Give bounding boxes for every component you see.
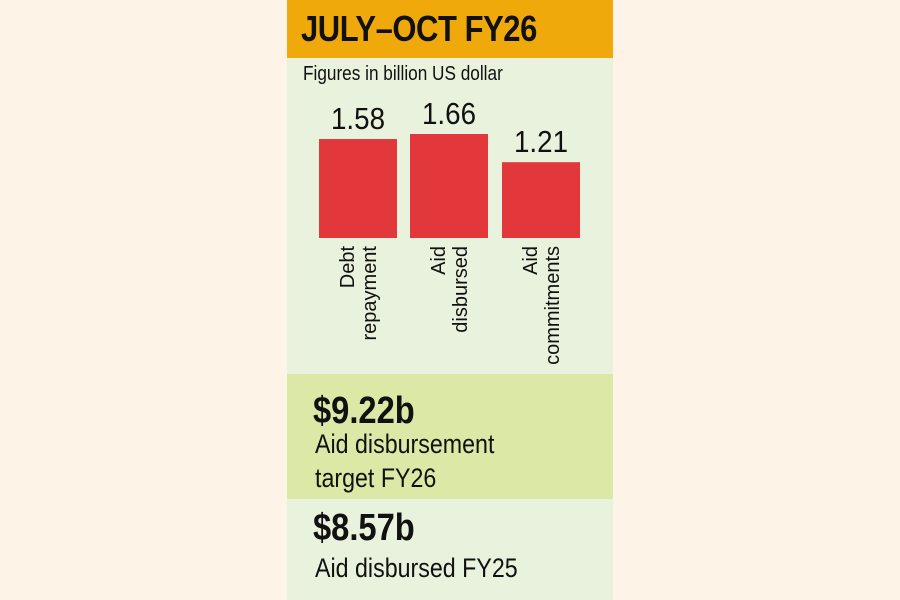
category-label-line: Aid (520, 246, 542, 275)
category-label-line: Debt (337, 246, 359, 289)
category-label-line: repayment (359, 246, 381, 341)
value-label-2: 1.21 (514, 124, 568, 159)
stat-value-target: $9.22b (313, 390, 415, 432)
chart-subtitle: Figures in billion US dollar (303, 63, 503, 85)
bar-0 (319, 139, 397, 238)
stat-desc-line: Aid disbursed FY25 (315, 553, 518, 583)
category-label-2: Aid commitments (520, 246, 564, 365)
bar-2 (502, 162, 580, 238)
value-label-0: 1.58 (331, 101, 385, 136)
category-label-0: Debt repayment (337, 246, 381, 341)
stat-desc-line: target FY26 (315, 463, 437, 493)
stat-desc-line: Aid disbursement (315, 429, 495, 459)
category-label-line: disbursed (450, 246, 472, 333)
category-label-line: commitments (542, 246, 564, 365)
category-label-1: Aid disbursed (428, 246, 472, 333)
infographic-card: JULY–OCT FY26 Figures in billion US doll… (287, 0, 613, 600)
stat-desc-fy25: Aid disbursed FY25 (315, 551, 518, 585)
stat-value-fy25: $8.57b (313, 507, 415, 549)
value-label-1: 1.66 (422, 96, 476, 131)
stat-box-fy25: $8.57b Aid disbursed FY25 (287, 499, 613, 600)
category-label-line: Aid (428, 246, 450, 275)
chart-title: JULY–OCT FY26 (301, 8, 537, 49)
header-bar: JULY–OCT FY26 (287, 0, 613, 58)
stat-box-target: $9.22b Aid disbursement target FY26 (287, 374, 613, 499)
stat-desc-target: Aid disbursement target FY26 (315, 427, 494, 495)
bar-1 (410, 134, 488, 238)
